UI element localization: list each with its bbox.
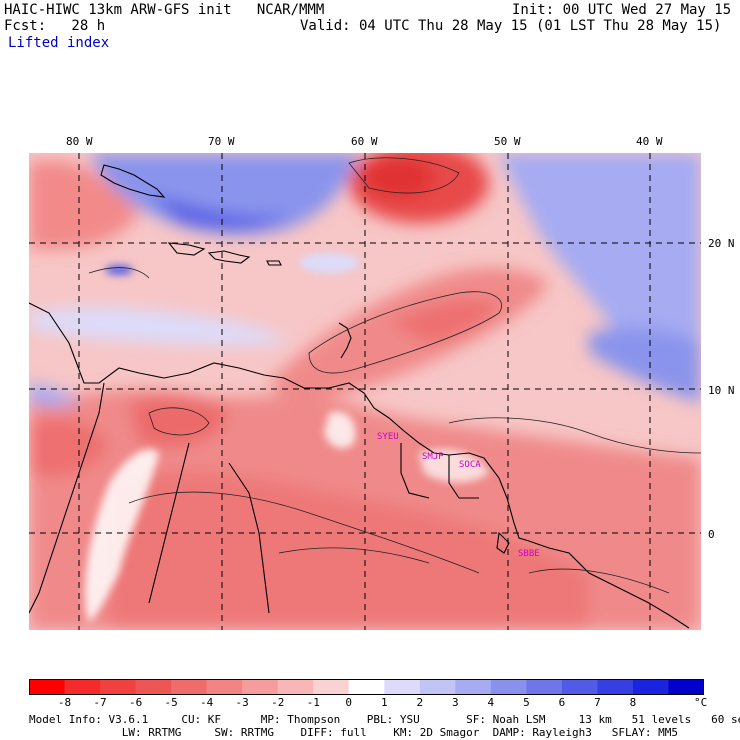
model-info-line2: LW: RRTMG SW: RRTMG DIFF: full KM: 2D Sm… — [29, 726, 679, 739]
lat-label-0: 0 — [708, 528, 715, 541]
colorbar-tick-label: -2 — [271, 696, 285, 709]
model-info-line1: Model Info: V3.6.1 CU: KF MP: Thompson P… — [29, 713, 740, 726]
field-details — [85, 253, 489, 623]
colorbar-unit: °C — [694, 696, 708, 709]
colorbar-swatch — [632, 679, 669, 695]
colorbar-tick-label: -6 — [128, 696, 143, 709]
colorbar-swatch — [490, 679, 527, 695]
lon-label-50w: 50 W — [494, 135, 521, 148]
colorbar-tick-label: 4 — [487, 696, 495, 709]
colorbar-tick-label: 6 — [558, 696, 566, 709]
colorbar-swatch — [384, 679, 421, 695]
graticule — [29, 153, 701, 630]
colorbar-swatch — [206, 679, 243, 695]
lon-label-70w: 70 W — [208, 135, 235, 148]
lon-label-40w: 40 W — [636, 135, 663, 148]
colorbar-tick-label: -3 — [235, 696, 249, 709]
colorbar-swatch — [135, 679, 172, 695]
colorbar-tick-label: -5 — [164, 696, 178, 709]
colorbar-swatch — [597, 679, 634, 695]
colorbar — [29, 679, 705, 695]
station-syeu: SYEU — [377, 432, 399, 442]
lon-label-80w: 80 W — [66, 135, 93, 148]
lat-label-10n: 10 N — [708, 384, 735, 397]
coastlines — [29, 164, 690, 629]
colorbar-tick-label: 8 — [629, 696, 637, 709]
colorbar-swatch — [277, 679, 314, 695]
colorbar-tick-label: 1 — [380, 696, 388, 709]
colorbar-swatch — [242, 679, 279, 695]
station-sbbe: SBBE — [518, 549, 540, 559]
colorbar-swatch — [29, 679, 66, 695]
colorbar-tick-label: 0 — [345, 696, 353, 709]
colorbar-tick-label: 3 — [452, 696, 459, 709]
contours — [88, 157, 701, 594]
colorbar-swatch — [64, 679, 101, 695]
colorbar-tick-label: -1 — [306, 696, 320, 709]
colorbar-border — [29, 679, 704, 695]
station-soca: SOCA — [459, 460, 481, 470]
lifted-index-map — [29, 153, 701, 630]
colorbar-swatch — [313, 679, 350, 695]
init-time: Init: 00 UTC Wed 27 May 15 — [512, 2, 732, 18]
colorbar-swatch — [419, 679, 456, 695]
colorbar-tick-label: 7 — [594, 696, 601, 709]
colorbar-swatch — [668, 679, 705, 695]
model-title: HAIC-HIWC 13km ARW-GFS init NCAR/MMM — [4, 2, 325, 18]
lat-label-20n: 20 N — [708, 237, 735, 250]
valid-time: Valid: 04 UTC Thu 28 May 15 (01 LST Thu … — [300, 18, 722, 34]
colorbar-swatch — [348, 679, 385, 695]
field-name: Lifted index — [8, 35, 110, 51]
station-smjp: SMJP — [422, 452, 444, 462]
colorbar-tick-label: -8 — [57, 696, 72, 709]
colorbar-swatch — [455, 679, 492, 695]
colorbar-swatch — [561, 679, 598, 695]
lon-label-60w: 60 W — [351, 135, 378, 148]
forecast-hour: Fcst: 28 h — [4, 18, 106, 34]
colorbar-tick-label: 2 — [416, 696, 424, 709]
colorbar-swatch — [171, 679, 208, 695]
colorbar-tick-label: -4 — [200, 696, 214, 709]
colorbar-swatch — [526, 679, 563, 695]
colorbar-tick-label: 5 — [523, 696, 530, 709]
colorbar-tick-label: -7 — [93, 696, 107, 709]
colorbar-swatch — [100, 679, 137, 695]
